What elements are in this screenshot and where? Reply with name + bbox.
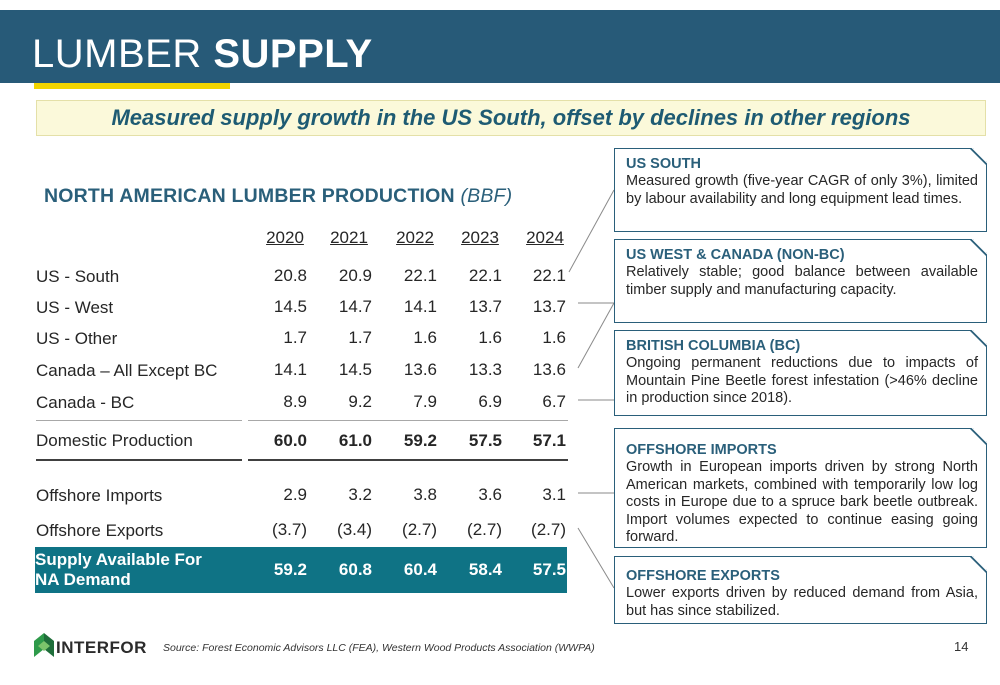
page-title: LUMBER SUPPLY (32, 32, 373, 76)
source-note: Source: Forest Economic Advisors LLC (FE… (163, 642, 595, 654)
supply-total-row: Supply Available For NA Demand 59.2 60.8… (35, 547, 567, 593)
table-cell: 14.1 (273, 360, 307, 379)
year-header: 2022 (396, 228, 434, 247)
table-cell: 1.7 (348, 328, 372, 347)
callout-offshore-exports: OFFSHORE EXPORTS Lower exports driven by… (614, 556, 987, 624)
table-cell: 60.4 (403, 560, 437, 579)
table-cell: 3.2 (348, 485, 372, 504)
table-cell: (3.7) (272, 520, 307, 539)
title-accent-line (34, 83, 230, 89)
divider (248, 459, 568, 461)
table-cell: 58.4 (468, 560, 502, 579)
year-header: 2023 (461, 228, 499, 247)
table-cell: 9.2 (348, 392, 372, 411)
table-cell: 60.0 (273, 431, 307, 450)
table-cell: 1.6 (542, 328, 566, 347)
table-cell: 2.9 (283, 485, 307, 504)
table-cell: 14.5 (338, 360, 372, 379)
table-cell: 59.2 (403, 431, 437, 450)
title-bar: LUMBER SUPPLY (0, 10, 1000, 83)
year-header: 2021 (330, 228, 368, 247)
subtitle-banner: Measured supply growth in the US South, … (36, 100, 986, 136)
table-cell: (2.7) (467, 520, 502, 539)
row-label-us-other: US - Other (36, 329, 118, 348)
table-cell: 61.0 (338, 431, 372, 450)
table-cell: 13.3 (468, 360, 502, 379)
table-cell: 1.6 (413, 328, 437, 347)
table-cell: 13.7 (532, 297, 566, 316)
row-label-offshore-exports: Offshore Exports (36, 521, 164, 540)
table-title: NORTH AMERICAN LUMBER PRODUCTION (BBF) (44, 185, 513, 207)
table-cell: 13.7 (468, 297, 502, 316)
table-cell: 57.1 (532, 431, 566, 450)
table-cell: 59.2 (273, 560, 307, 579)
callout-british-columbia: BRITISH COLUMBIA (BC) Ongoing permanent … (614, 330, 987, 416)
table-cell: 3.6 (478, 485, 502, 504)
row-label-canada-except-bc: Canada – All Except BC (36, 361, 218, 380)
divider (36, 420, 242, 421)
table-cell: 22.1 (403, 266, 437, 285)
table-cell: 20.9 (338, 266, 372, 285)
callout-us-south: US SOUTH Measured growth (five-year CAGR… (614, 148, 987, 232)
table-cell: 13.6 (403, 360, 437, 379)
callout-us-west-canada: US WEST & CANADA (NON-BC) Relatively sta… (614, 239, 987, 323)
table-cell: 1.7 (283, 328, 307, 347)
year-header: 2020 (266, 228, 304, 247)
table-cell: 6.9 (478, 392, 502, 411)
table-cell: (2.7) (531, 520, 566, 539)
table-cell: 60.8 (338, 560, 372, 579)
table-cell: 20.8 (273, 266, 307, 285)
table-cell: 14.7 (338, 297, 372, 316)
table-unit: (BBF) (460, 185, 513, 207)
table-cell: 3.8 (413, 485, 437, 504)
subtitle-text: Measured supply growth in the US South, … (111, 105, 911, 130)
table-cell: 22.1 (532, 266, 566, 285)
page-number: 14 (954, 639, 969, 654)
table-cell: 14.5 (273, 297, 307, 316)
interfor-logo-icon (34, 633, 54, 657)
row-label-domestic-production: Domestic Production (36, 431, 193, 450)
supply-row-label: Supply Available For NA Demand (35, 550, 202, 589)
table-cell: 57.5 (532, 560, 566, 579)
table-cell: 6.7 (542, 392, 566, 411)
table-cell: 57.5 (468, 431, 502, 450)
table-cell: 22.1 (468, 266, 502, 285)
company-logo-text: INTERFOR (56, 638, 147, 657)
callout-offshore-imports: OFFSHORE IMPORTS Growth in European impo… (614, 428, 987, 548)
table-cell: 7.9 (413, 392, 437, 411)
table-cell: 13.6 (532, 360, 566, 379)
row-label-us-west: US - West (36, 298, 114, 317)
divider (248, 420, 568, 421)
year-header: 2024 (526, 228, 564, 247)
row-label-us-south: US - South (36, 267, 120, 286)
table-cell: (2.7) (402, 520, 437, 539)
table-cell: 1.6 (478, 328, 502, 347)
row-label-canada-bc: Canada - BC (36, 393, 135, 412)
table-cell: 3.1 (542, 485, 566, 504)
row-label-offshore-imports: Offshore Imports (36, 486, 163, 505)
table-cell: (3.4) (337, 520, 372, 539)
table-cell: 8.9 (283, 392, 307, 411)
table-cell: 14.1 (403, 297, 437, 316)
divider (36, 459, 242, 461)
